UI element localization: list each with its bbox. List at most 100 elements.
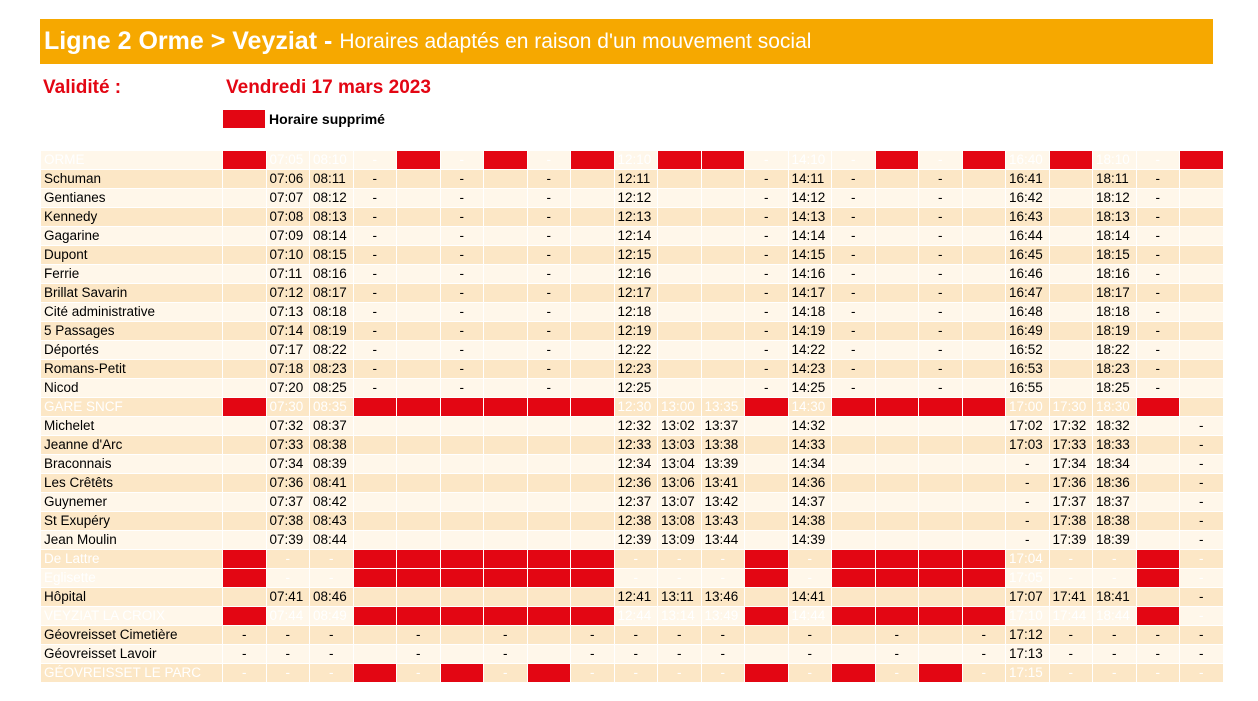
suppressed-cell <box>570 207 615 227</box>
no-stop-cell: - <box>831 340 876 360</box>
no-stop-cell: - <box>352 150 397 170</box>
departure-time: 14:18 <box>787 302 832 322</box>
stop-name: Géovreisset Lavoir <box>40 644 223 664</box>
suppressed-cell <box>874 283 919 303</box>
suppressed-cell <box>352 454 397 474</box>
departure-time: 14:14 <box>787 226 832 246</box>
suppressed-cell <box>396 606 441 626</box>
suppressed-cell <box>874 188 919 208</box>
no-stop-cell: - <box>787 663 832 683</box>
departure-time: 16:46 <box>1005 264 1050 284</box>
departure-time <box>1179 397 1224 417</box>
suppressed-cell <box>1179 264 1224 284</box>
no-stop-cell: - <box>613 568 658 588</box>
departure-time: 16:48 <box>1005 302 1050 322</box>
suppressed-cell <box>439 587 484 607</box>
stop-name: Brillat Savarin <box>40 283 223 303</box>
no-stop-cell: - <box>1135 378 1180 398</box>
no-stop-cell: - <box>439 207 484 227</box>
no-stop-cell: - <box>483 625 528 645</box>
departure-time: 12:17 <box>613 283 658 303</box>
departure-time: 07:44 <box>265 606 310 626</box>
departure-time: 08:46 <box>309 587 354 607</box>
suppressed-cell <box>570 321 615 341</box>
departure-time: 12:11 <box>613 169 658 189</box>
suppressed-cell <box>657 283 702 303</box>
departure-time: 18:23 <box>1092 359 1137 379</box>
departure-time: 07:37 <box>265 492 310 512</box>
no-stop-cell: - <box>918 378 963 398</box>
suppressed-cell <box>570 340 615 360</box>
no-stop-cell: - <box>657 568 702 588</box>
no-stop-cell: - <box>744 302 789 322</box>
timetable-row: Déportés 07:17 08:22- - -12:22-14:22- -16:52 1… <box>40 340 1224 360</box>
suppressed-cell <box>483 226 528 246</box>
suppressed-cell <box>657 321 702 341</box>
suppressed-cell <box>222 435 267 455</box>
suppressed-cell <box>439 663 484 683</box>
stop-name: Michelet <box>40 416 223 436</box>
suppressed-cell <box>570 530 615 550</box>
no-stop-cell: - <box>570 625 615 645</box>
no-stop-cell: - <box>613 625 658 645</box>
suppressed-cell <box>874 435 919 455</box>
suppressed-cell <box>700 188 745 208</box>
suppressed-cell <box>874 264 919 284</box>
departure-time: 16:55 <box>1005 378 1050 398</box>
no-stop-cell: - <box>309 568 354 588</box>
departure-time: 07:39 <box>265 530 310 550</box>
suppressed-cell <box>831 644 876 664</box>
departure-time: 17:36 <box>1048 473 1093 493</box>
no-stop-cell: - <box>265 663 310 683</box>
no-stop-cell: - <box>265 644 310 664</box>
suppressed-cell <box>222 397 267 417</box>
timetable-row: De Lattre - - - - - -17:04- - - <box>40 549 1224 569</box>
suppressed-cell <box>1179 245 1224 265</box>
suppressed-cell <box>961 397 1006 417</box>
no-stop-cell: - <box>1048 549 1093 569</box>
suppressed-cell <box>483 511 528 531</box>
suppressed-cell <box>1048 188 1093 208</box>
no-stop-cell: - <box>1048 625 1093 645</box>
suppressed-cell <box>483 150 528 170</box>
suppressed-cell <box>831 587 876 607</box>
suppressed-cell <box>222 302 267 322</box>
no-stop-cell: - <box>396 663 441 683</box>
departure-time: 12:33 <box>613 435 658 455</box>
suppressed-cell <box>483 397 528 417</box>
suppressed-cell <box>396 245 441 265</box>
legend-label: Horaire supprimé <box>269 111 385 127</box>
departure-time: 13:07 <box>657 492 702 512</box>
suppressed-cell <box>961 321 1006 341</box>
suppressed-cell <box>396 169 441 189</box>
suppressed-cell <box>874 587 919 607</box>
timetable-row: St Exupéry 07:38 08:43 12:38 13:08 13:43 14:38… <box>40 511 1224 531</box>
departure-time: 07:38 <box>265 511 310 531</box>
suppressed-cell <box>874 492 919 512</box>
timetable-row: Cité administrative 07:13 08:18- - -12:18-14… <box>40 302 1224 322</box>
suppressed-cell <box>439 644 484 664</box>
no-stop-cell: - <box>744 378 789 398</box>
stop-name: Eglisette <box>40 568 223 588</box>
suppressed-cell <box>744 530 789 550</box>
suppressed-cell <box>1135 530 1180 550</box>
no-stop-cell: - <box>744 188 789 208</box>
departure-time: 14:36 <box>787 473 832 493</box>
no-stop-cell: - <box>1135 264 1180 284</box>
stop-name: Braconnais <box>40 454 223 474</box>
stop-name: Ferrie <box>40 264 223 284</box>
departure-time: 13:35 <box>700 397 745 417</box>
no-stop-cell: - <box>700 549 745 569</box>
departure-time: 07:05 <box>265 150 310 170</box>
suppressed-cell <box>1179 169 1224 189</box>
suppressed-cell <box>961 283 1006 303</box>
departure-time: 18:33 <box>1092 435 1137 455</box>
suppressed-cell <box>483 340 528 360</box>
suppressed-cell <box>352 587 397 607</box>
suppressed-cell <box>526 606 571 626</box>
suppressed-cell <box>222 188 267 208</box>
no-stop-cell: - <box>439 150 484 170</box>
departure-time: 07:20 <box>265 378 310 398</box>
suppressed-cell <box>439 416 484 436</box>
suppressed-cell <box>1135 416 1180 436</box>
